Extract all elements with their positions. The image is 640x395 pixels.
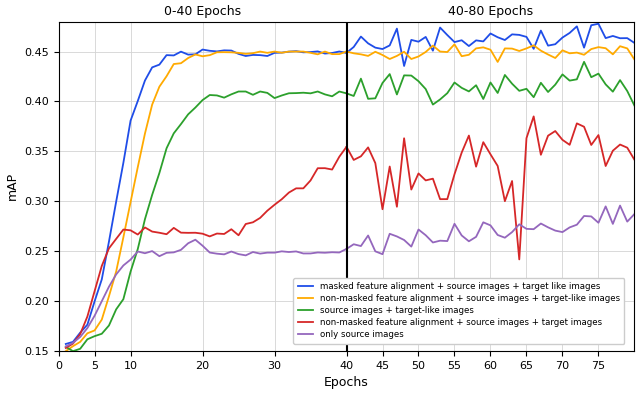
Text: 0-40 Epochs: 0-40 Epochs bbox=[164, 5, 241, 18]
Legend: masked feature alignment + source images + target like images, non-masked featur: masked feature alignment + source images… bbox=[293, 278, 625, 344]
Y-axis label: mAP: mAP bbox=[6, 172, 19, 200]
X-axis label: Epochs: Epochs bbox=[324, 376, 369, 389]
Text: 40-80 Epochs: 40-80 Epochs bbox=[448, 5, 533, 18]
